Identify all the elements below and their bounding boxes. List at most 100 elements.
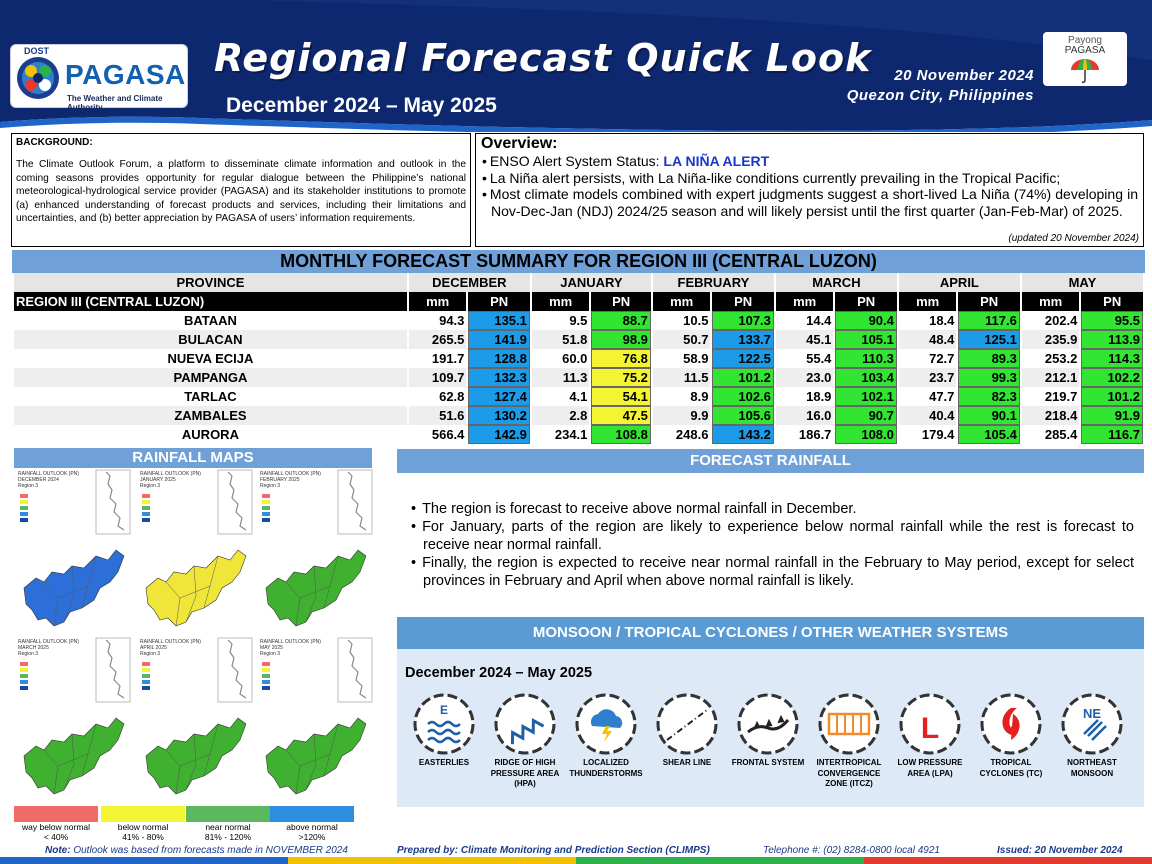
table-row: BATAAN 94.3 135.1 9.5 88.7 10.5 107.3 14.4 90.4 1… <box>14 311 1143 330</box>
weather-system-item: FRONTAL SYSTEM <box>728 692 808 769</box>
table-row: TARLAC 62.8 127.4 4.1 54.1 8.9 102.6 18.9 102.1 4… <box>14 387 1143 406</box>
dost-label: DOST <box>24 46 50 56</box>
percent-normal-cell: 105.6 <box>712 406 774 425</box>
rainfall-mm-cell: 566.4 <box>431 427 465 442</box>
footer-note: Note: Outlook was based from forecasts m… <box>45 845 348 856</box>
percent-normal-cell: 90.4 <box>835 311 897 330</box>
frontal-system-icon <box>736 692 800 756</box>
mm-unit-header: mm <box>652 292 711 311</box>
rainfall-mm-cell: 8.9 <box>690 389 709 404</box>
month-header-row: PROVINCE DECEMBER JANUARY FEBRUARY MARCH APRI… <box>14 273 1143 292</box>
background-box: BACKGROUND: The Climate Outlook Forum, a… <box>11 133 471 247</box>
legend-range: 41% - 80% <box>122 831 164 842</box>
rainfall-mm-cell: 218.4 <box>1021 406 1080 425</box>
percent-normal-cell: 101.2 <box>712 368 774 387</box>
rainfall-map: RAINFALL OUTLOOK (PN) MARCH 2025 Region 3 <box>14 636 134 806</box>
easterlies-icon: E <box>412 692 476 756</box>
percent-normal-cell: 108.0 <box>835 425 897 444</box>
mm-unit-header: mm <box>408 292 467 311</box>
map-title: RAINFALL OUTLOOK (PN) <box>140 471 201 477</box>
percent-normal-cell: 76.8 <box>591 349 651 368</box>
rainfall-maps-heading: RAINFALL MAPS <box>14 448 372 468</box>
legend-swatch <box>270 806 354 822</box>
rainfall-mm-cell: 11.3 <box>531 368 590 387</box>
region-map-icon <box>20 637 131 795</box>
updated-note: (updated 20 November 2024) <box>1008 233 1139 244</box>
legend-label-block: above normal >120% <box>270 822 354 842</box>
percent-normal-cell: 122.5 <box>712 349 774 368</box>
forecast-item: For January, parts of the region are lik… <box>406 518 1134 554</box>
thunderstorm-icon <box>574 692 638 756</box>
rainfall-mm-cell: 212.1 <box>1021 368 1080 387</box>
map-title-block: RAINFALL OUTLOOK (PN) APRIL 2025 Region 3 <box>140 639 201 657</box>
table-row: BULACAN 265.5 141.9 51.8 98.9 50.7 133.7 45.1 10… <box>14 330 1143 349</box>
percent-normal-cell: 142.9 <box>468 425 530 444</box>
table-row: AURORA 566.4 142.9 234.1 108.8 248.6 143.2 186.… <box>14 425 1143 444</box>
percent-normal-cell: 133.7 <box>712 330 774 349</box>
legend-range: < 40% <box>43 831 69 842</box>
overview-list: ENSO Alert System Status: LA NIÑA ALERT … <box>481 153 1138 219</box>
rainfall-mm-cell: 202.4 <box>1044 313 1078 328</box>
percent-normal-cell: 116.7 <box>1081 425 1143 444</box>
rainfall-mm-cell: 234.1 <box>554 427 588 442</box>
month-header: MAY <box>1021 273 1143 292</box>
percent-normal-cell: 107.3 <box>712 311 774 330</box>
rainfall-mm-cell: 2.8 <box>531 406 590 425</box>
map-region: Region 3 <box>18 651 39 657</box>
map-title: RAINFALL OUTLOOK (PN) <box>140 639 201 645</box>
rainfall-map: RAINFALL OUTLOOK (PN) MAY 2025 Region 3 <box>256 636 376 806</box>
province-name: NUEVA ECIJA <box>167 351 254 366</box>
weather-system-label: NORTHEAST MONSOON <box>1067 758 1117 778</box>
map-month: FEBRUARY 2025 <box>260 477 300 483</box>
percent-normal-cell: 90.1 <box>958 406 1020 425</box>
mm-unit-header: mm <box>531 292 590 311</box>
weather-system-label: LOW PRESSURE AREA (LPA) <box>897 758 963 778</box>
region-map-icon <box>20 469 131 627</box>
rainfall-mm-cell: 23.7 <box>898 368 957 387</box>
enso-label: ENSO Alert System Status: <box>489 153 664 169</box>
rainfall-map: RAINFALL OUTLOOK (PN) FEBRUARY 2025 Region… <box>256 468 376 638</box>
footer-issued: Issued: 20 November 2024 <box>997 845 1123 856</box>
weather-system-label: TROPICAL CYCLONES (TC) <box>979 758 1043 778</box>
legend-label-block: below normal 41% - 80% <box>101 822 185 842</box>
itcz-icon <box>817 692 881 756</box>
map-title-block: RAINFALL OUTLOOK (PN) FEBRUARY 2025 Region… <box>260 471 321 489</box>
payong-pagasa-logo: Payong PAGASA <box>1043 32 1127 86</box>
rainfall-mm-cell: 58.9 <box>683 351 709 366</box>
rainfall-mm-cell: 18.9 <box>806 389 832 404</box>
region-map-icon <box>262 469 373 627</box>
rainfall-mm-cell: 186.7 <box>798 427 832 442</box>
table-row: ZAMBALES 51.6 130.2 2.8 47.5 9.9 105.6 16.0 90.7… <box>14 406 1143 425</box>
map-title-block: RAINFALL OUTLOOK (PN) DECEMBER 2024 Region… <box>18 471 79 489</box>
map-region: Region 3 <box>260 483 281 489</box>
forecast-item: Finally, the region is expected to recei… <box>406 554 1134 590</box>
rainfall-mm-cell: 48.4 <box>898 330 957 349</box>
rainfall-mm-cell: 191.7 <box>431 351 465 366</box>
svg-text:E: E <box>440 703 448 717</box>
map-title-block: RAINFALL OUTLOOK (PN) MAY 2025 Region 3 <box>260 639 321 657</box>
pn-unit-header: PN <box>835 292 897 311</box>
map-month: MAY 2025 <box>260 645 283 651</box>
percent-normal-cell: 114.3 <box>1081 349 1143 368</box>
forecast-period: December 2024 – May 2025 <box>226 94 497 117</box>
month-header: DECEMBER <box>408 273 530 292</box>
rainfall-mm-cell: 9.9 <box>652 406 711 425</box>
percent-normal-cell: 54.1 <box>591 387 651 406</box>
forecast-rainfall-heading: FORECAST RAINFALL <box>397 449 1144 473</box>
rainfall-map: RAINFALL OUTLOOK (PN) DECEMBER 2024 Region… <box>14 468 134 638</box>
map-region: Region 3 <box>18 483 39 489</box>
map-month: DECEMBER 2024 <box>18 477 59 483</box>
map-month: JANUARY 2025 <box>140 477 176 483</box>
percent-normal-cell: 125.1 <box>958 330 1020 349</box>
svg-text:L: L <box>921 712 939 745</box>
rainfall-mm-cell: 23.0 <box>775 368 834 387</box>
percent-normal-cell: 135.1 <box>468 311 530 330</box>
map-region: Region 3 <box>140 651 161 657</box>
weather-systems-heading: MONSOON / TROPICAL CYCLONES / OTHER WEAT… <box>397 617 1144 649</box>
percent-normal-cell: 90.7 <box>835 406 897 425</box>
legend-swatch <box>186 806 270 822</box>
payong-agency-label: PAGASA <box>1064 45 1106 56</box>
footer-note-label: Note: <box>45 845 71 856</box>
rainfall-map: RAINFALL OUTLOOK (PN) APRIL 2025 Region 3 <box>136 636 256 806</box>
rainfall-mm-cell: 16.0 <box>775 406 834 425</box>
